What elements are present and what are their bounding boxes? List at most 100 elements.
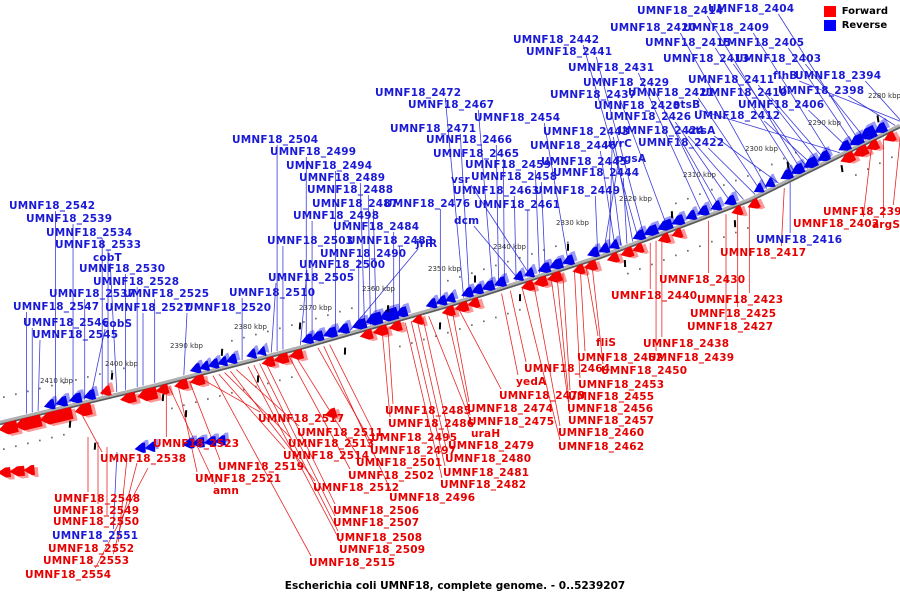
gene-label[interactable]: UMNF18_2423 [697, 294, 783, 306]
gene-arrow-reverse[interactable] [224, 350, 241, 366]
gene-arrow-reverse[interactable] [669, 210, 689, 229]
gene-label[interactable]: UMNF18_2466 [426, 134, 512, 146]
gene-arrow-reverse[interactable] [144, 438, 159, 453]
gene-label[interactable]: UMNF18_2537 [49, 288, 135, 300]
gene-arrow-reverse[interactable] [54, 392, 72, 409]
gene-arrow-forward[interactable] [189, 373, 210, 390]
gene-label[interactable]: UMNF18_2533 [55, 239, 141, 251]
gene-label[interactable]: dcm [454, 215, 479, 227]
gene-label[interactable]: UMNF18_2523 [153, 438, 239, 450]
gene-label[interactable]: UMNF18_2508 [336, 532, 422, 544]
gene-label[interactable]: UMNF18_2441 [526, 46, 612, 58]
gene-label[interactable]: UMNF18_2444 [553, 167, 639, 179]
gene-label[interactable]: UMNF18_2420 [610, 22, 696, 34]
gene-label[interactable]: otsA [688, 125, 716, 137]
gene-label[interactable]: UMNF18_2554 [25, 569, 111, 581]
gene-label[interactable]: UMNF18_2520 [185, 302, 271, 314]
gene-arrow-reverse[interactable] [606, 235, 623, 251]
gene-arrow-reverse[interactable] [443, 289, 460, 305]
gene-label[interactable]: UMNF18_2549 [53, 505, 139, 517]
gene-label[interactable]: UMNF18_2446 [530, 140, 616, 152]
gene-arrow-forward[interactable] [173, 378, 194, 395]
gene-label[interactable]: UMNF18_2394 [795, 70, 881, 82]
gene-label[interactable]: UMNF18_2459 [465, 159, 551, 171]
gene-label[interactable]: UMNF18_2548 [54, 493, 140, 505]
gene-label[interactable]: UMNF18_2511 [297, 427, 383, 439]
gene-label[interactable]: UMNF18_2499 [270, 146, 356, 158]
gene-label[interactable]: UMNF18_2465 [433, 148, 519, 160]
gene-label[interactable]: UMNF18_2422 [638, 137, 724, 149]
gene-arrow-reverse[interactable] [871, 118, 891, 137]
gene-arrow-reverse[interactable] [321, 323, 341, 340]
gene-arrow-reverse[interactable] [492, 272, 511, 290]
gene-label[interactable]: UMNF18_2473 [499, 390, 585, 402]
gene-label[interactable]: UMNF18_2482 [440, 479, 526, 491]
gene-label[interactable]: UMNF18_2512 [313, 482, 399, 494]
gene-label[interactable]: vsr [451, 174, 470, 186]
gene-label[interactable]: UMNF18_2464 [524, 363, 610, 375]
gene-label[interactable]: UMNF18_2414 [637, 5, 723, 17]
gene-label[interactable]: UMNF18_2437 [550, 89, 636, 101]
gene-arrow-forward[interactable] [864, 137, 885, 156]
gene-label[interactable]: flhB [773, 70, 797, 82]
gene-label[interactable]: UMNF18_2509 [339, 544, 425, 556]
gene-label[interactable]: UMNF18_2453 [578, 379, 664, 391]
gene-arrow-reverse[interactable] [67, 389, 86, 405]
gene-label[interactable]: UMNF18_2457 [568, 415, 654, 427]
gene-label[interactable]: uraH [471, 428, 500, 440]
gene-label[interactable]: UMNF18_2487 [312, 198, 398, 210]
gene-label[interactable]: cobT [93, 252, 123, 264]
gene-label[interactable]: UMNF18_2427 [687, 321, 773, 333]
gene-arrow-reverse[interactable] [560, 250, 579, 268]
gene-label[interactable]: UMNF18_2483 [347, 235, 433, 247]
gene-label[interactable]: UMNF18_2525 [123, 288, 209, 300]
gene-arrow-forward[interactable] [882, 129, 900, 147]
gene-label[interactable]: otsB [673, 99, 700, 111]
gene-arrow-forward[interactable] [546, 270, 568, 288]
gene-arrow-forward[interactable] [74, 402, 97, 421]
gene-arrow-forward[interactable] [411, 313, 428, 329]
gene-arrow-forward[interactable] [288, 348, 309, 365]
gene-label[interactable]: UMNF18_2550 [53, 516, 139, 528]
gene-label[interactable]: UMNF18_2397 [823, 206, 900, 218]
gene-label[interactable]: UMNF18_2496 [389, 492, 475, 504]
gene-label[interactable]: UMNF18_2500 [299, 259, 385, 271]
gene-label[interactable]: pgsA [616, 153, 647, 165]
gene-label[interactable]: UMNF18_2449 [534, 185, 620, 197]
gene-label[interactable]: UMNF18_2442 [513, 34, 599, 46]
gene-label[interactable]: UMNF18_2415 [645, 37, 731, 49]
gene-arrow-reverse[interactable] [800, 152, 822, 171]
gene-label[interactable]: UMNF18_2481 [443, 467, 529, 479]
gene-label[interactable]: UMNF18_2440 [611, 290, 697, 302]
gene-label[interactable]: UMNF18_2551 [52, 530, 138, 542]
gene-arrow-reverse[interactable] [82, 385, 100, 402]
gene-arrow-forward[interactable] [323, 406, 342, 423]
gene-label[interactable]: UMNF18_2527 [105, 302, 191, 314]
gene-label[interactable]: UMNF18_2542 [9, 200, 95, 212]
gene-label[interactable]: UMNF18_2450 [601, 365, 687, 377]
gene-label[interactable]: cobS [103, 318, 132, 330]
gene-label[interactable]: UMNF18_2445 [541, 156, 627, 168]
gene-label[interactable]: UMNF18_2429 [583, 77, 669, 89]
gene-arrow-reverse[interactable] [255, 342, 270, 358]
gene-label[interactable]: UMNF18_2517 [258, 413, 344, 425]
gene-label[interactable]: UMNF18_2488 [307, 184, 393, 196]
gene-label[interactable]: UMNF18_2497 [370, 445, 456, 457]
gene-label[interactable]: UMNF18_2502 [348, 470, 434, 482]
gene-label[interactable]: UMNF18_2462 [558, 441, 644, 453]
gene-label[interactable]: jrlR [415, 238, 437, 250]
gene-label[interactable]: UMNF18_2416 [756, 234, 842, 246]
gene-label[interactable]: UMNF18_2404 [708, 3, 794, 15]
gene-arrow-reverse[interactable] [511, 267, 528, 283]
gene-arrow-forward[interactable] [372, 323, 393, 340]
gene-arrow-reverse[interactable] [721, 190, 740, 208]
gene-label[interactable]: UMNF18_2426 [605, 111, 691, 123]
gene-label[interactable]: UMNF18_2471 [390, 123, 476, 135]
gene-label[interactable]: UMNF18_2410 [701, 87, 787, 99]
gene-arrow-forward[interactable] [136, 386, 163, 406]
gene-arrow-reverse[interactable] [708, 196, 726, 213]
gene-label[interactable]: UMNF18_2530 [79, 263, 165, 275]
gene-label[interactable]: UMNF18_2490 [320, 248, 406, 260]
gene-label[interactable]: UMNF18_2413 [663, 53, 749, 65]
gene-label[interactable]: UMNF18_2479 [448, 440, 534, 452]
